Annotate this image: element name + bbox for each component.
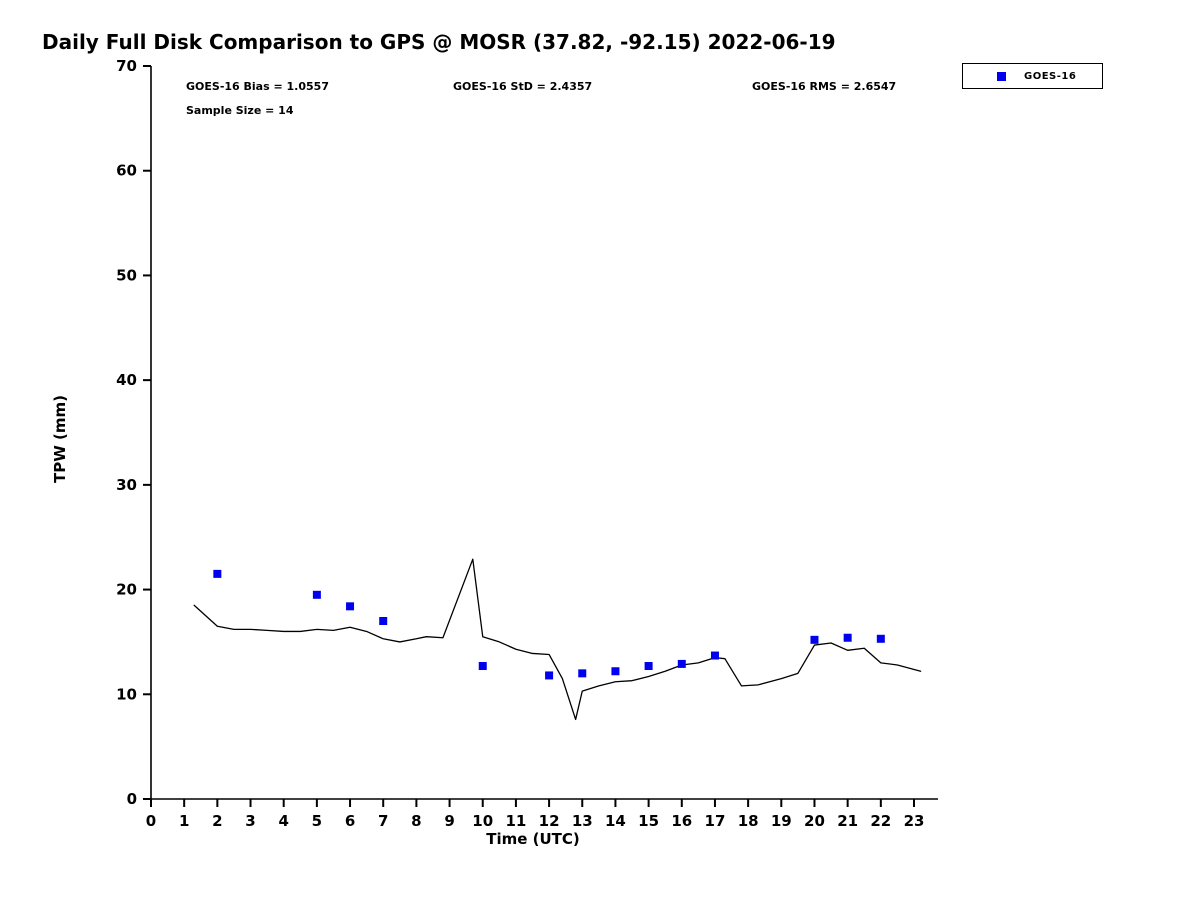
svg-text:50: 50	[116, 266, 137, 284]
svg-text:21: 21	[837, 812, 858, 830]
legend-goes16-label: GOES-16	[1024, 70, 1077, 82]
svg-text:7: 7	[378, 812, 388, 830]
stat-bias: GOES-16 Bias = 1.0557	[186, 80, 329, 93]
svg-text:18: 18	[738, 812, 759, 830]
svg-text:5: 5	[312, 812, 322, 830]
svg-text:10: 10	[472, 812, 493, 830]
stat-rms: GOES-16 RMS = 2.6547	[752, 80, 897, 93]
legend-goes16-marker-icon	[997, 71, 1006, 81]
svg-text:15: 15	[638, 812, 659, 830]
svg-text:40: 40	[116, 371, 137, 389]
svg-text:10: 10	[116, 685, 137, 703]
svg-text:13: 13	[572, 812, 593, 830]
svg-text:4: 4	[278, 812, 288, 830]
svg-text:1: 1	[179, 812, 189, 830]
svg-text:8: 8	[411, 812, 421, 830]
x-axis-label: Time (UTC)	[486, 830, 580, 848]
svg-text:70: 70	[116, 57, 137, 75]
stat-sample-size: Sample Size = 14	[186, 104, 294, 117]
svg-text:2: 2	[212, 812, 222, 830]
svg-text:30: 30	[116, 476, 137, 494]
svg-text:3: 3	[245, 812, 255, 830]
svg-text:0: 0	[146, 812, 156, 830]
svg-text:19: 19	[771, 812, 792, 830]
svg-text:20: 20	[804, 812, 825, 830]
svg-text:17: 17	[705, 812, 726, 830]
legend: GOES-16	[962, 63, 1103, 89]
svg-text:16: 16	[671, 812, 692, 830]
svg-text:11: 11	[505, 812, 526, 830]
svg-text:22: 22	[870, 812, 891, 830]
svg-text:20: 20	[116, 581, 137, 599]
svg-text:6: 6	[345, 812, 355, 830]
svg-text:9: 9	[444, 812, 454, 830]
svg-text:12: 12	[539, 812, 560, 830]
chart-title: Daily Full Disk Comparison to GPS @ MOSR…	[42, 30, 836, 54]
stat-std: GOES-16 StD = 2.4357	[453, 80, 593, 93]
svg-text:23: 23	[904, 812, 925, 830]
svg-text:60: 60	[116, 162, 137, 180]
svg-text:0: 0	[127, 790, 137, 808]
svg-text:14: 14	[605, 812, 626, 830]
